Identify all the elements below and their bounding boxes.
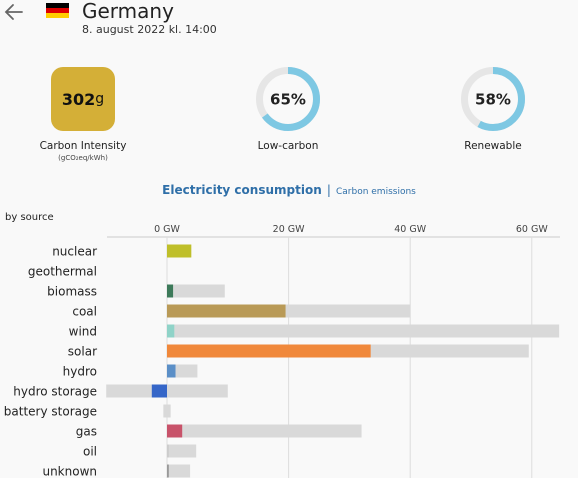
axis-tick-label: 0 GW	[154, 224, 180, 235]
renewable-gauge-fill	[461, 67, 525, 131]
germany-flag-icon	[46, 3, 69, 18]
capacity-bar-battery-storage[interactable]	[163, 404, 171, 418]
row-label-battery-storage: battery storage	[4, 405, 97, 419]
low-carbon-gauge: 65%	[255, 66, 321, 132]
row-label-biomass: biomass	[47, 285, 97, 299]
row-label-wind: wind	[69, 325, 97, 339]
carbon-intensity-value: 302	[61, 89, 96, 109]
low-carbon-value: 65%	[270, 91, 306, 109]
capacity-bar-unknown[interactable]	[167, 464, 191, 478]
tab-separator: |	[326, 183, 331, 197]
datetime: 8. august 2022 kl. 14:00	[82, 23, 217, 36]
axis-tick-label: 40 GW	[394, 224, 426, 235]
tab-carbon-emissions[interactable]: Carbon emissions	[335, 187, 416, 197]
renewable-value: 58%	[475, 91, 511, 109]
capacity-bar-wind[interactable]	[167, 324, 560, 338]
low-carbon-gauge-fill	[256, 67, 320, 131]
row-label-nuclear: nuclear	[52, 245, 97, 259]
carbon-intensity-unit-label: (gCO₂eq/kWh)	[58, 154, 108, 162]
chart-tabs: Electricity consumption | Carbon emissio…	[0, 179, 578, 198]
capacity-bar-biomass[interactable]	[167, 284, 225, 298]
production-bar-hydro[interactable]	[167, 364, 176, 378]
carbon-intensity-label: Carbon Intensity	[39, 140, 127, 152]
source-breakdown-chart: 0 GW 20 GW 40 GW 60 GW nuclear geothermal bio…	[4, 224, 560, 478]
production-bar-coal[interactable]	[167, 304, 286, 318]
row-label-gas: gas	[76, 425, 97, 439]
row-label-coal: coal	[72, 305, 97, 319]
production-bar-oil[interactable]	[167, 444, 169, 458]
chart-bars	[106, 244, 560, 478]
capacity-bar-oil[interactable]	[167, 444, 197, 458]
production-bar-solar[interactable]	[167, 344, 371, 358]
production-bar-hydro-storage[interactable]	[151, 384, 167, 398]
production-bar-biomass[interactable]	[167, 284, 174, 298]
production-bar-unknown[interactable]	[167, 464, 169, 478]
tab-electricity-consumption[interactable]: Electricity consumption	[162, 183, 322, 197]
carbon-intensity-unit: g	[95, 91, 105, 107]
country-title: Germany	[82, 0, 174, 23]
renewable-gauge: 58%	[460, 66, 526, 132]
row-label-hydro: hydro	[63, 365, 97, 379]
row-label-oil: oil	[83, 445, 97, 459]
axis-tick-label: 60 GW	[516, 224, 548, 235]
row-label-unknown: unknown	[42, 465, 97, 478]
by-source-label: by source	[5, 212, 54, 223]
row-label-solar: solar	[68, 345, 97, 359]
row-label-hydro-storage: hydro storage	[13, 385, 97, 399]
production-bar-gas[interactable]	[167, 424, 183, 438]
chart-row-labels: nuclear geothermal biomass coal wind solar hyd…	[4, 245, 97, 478]
carbon-intensity-badge: 302 g	[51, 67, 115, 131]
production-bar-wind[interactable]	[167, 324, 175, 338]
low-carbon-label: Low-carbon	[257, 140, 319, 152]
renewable-label: Renewable	[464, 140, 522, 152]
row-label-geothermal: geothermal	[28, 265, 97, 279]
capacity-bar-gas[interactable]	[167, 424, 362, 438]
production-bar-nuclear[interactable]	[167, 244, 192, 258]
back-arrow-icon[interactable]	[2, 1, 26, 23]
chart-tick-labels: 0 GW 20 GW 40 GW 60 GW	[154, 224, 548, 235]
axis-tick-label: 20 GW	[273, 224, 305, 235]
